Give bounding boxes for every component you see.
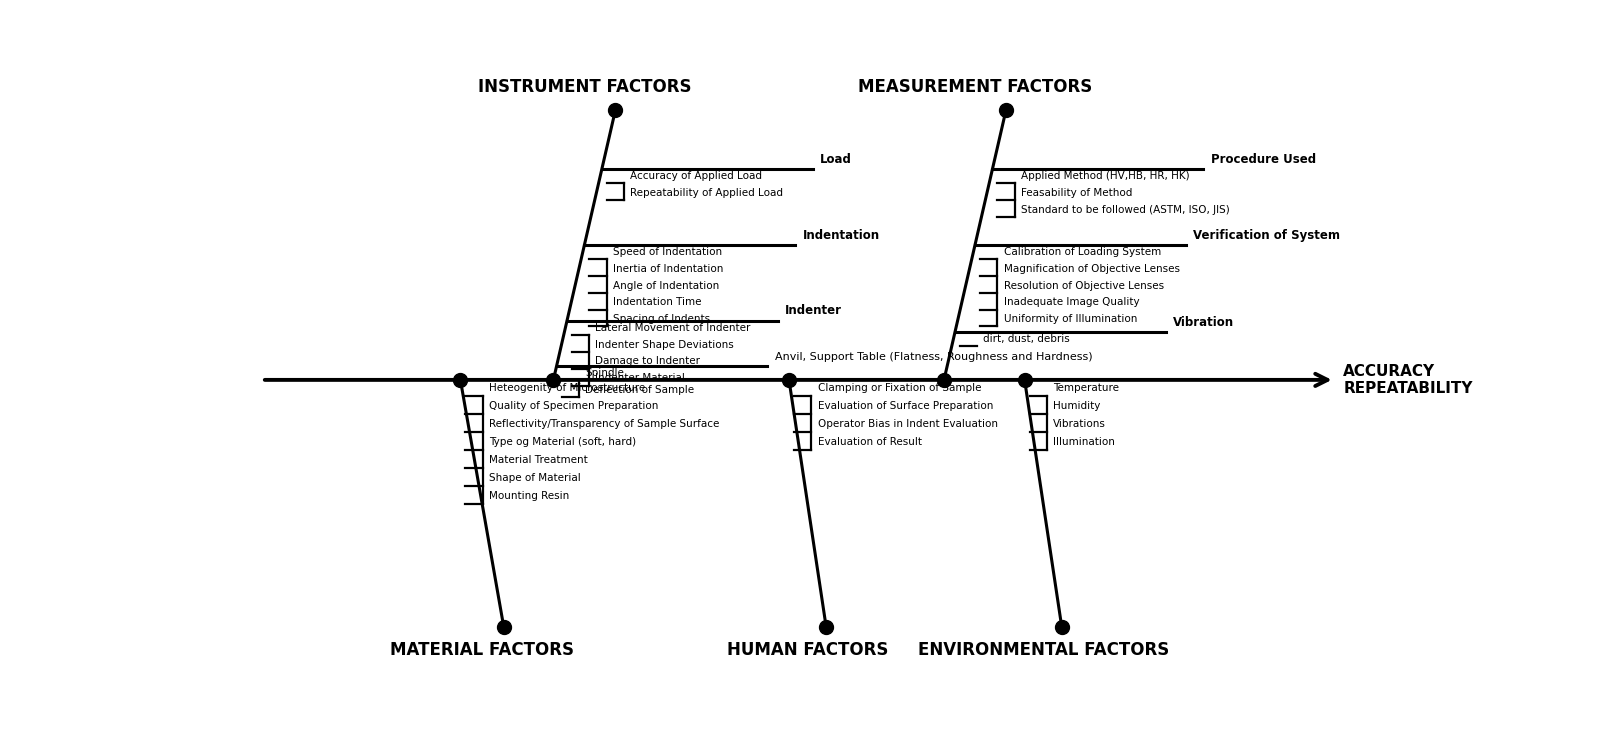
Text: Vibrations: Vibrations	[1053, 419, 1106, 429]
Text: Operator Bias in Indent Evaluation: Operator Bias in Indent Evaluation	[818, 419, 997, 429]
Text: Reflectivity/Transparency of Sample Surface: Reflectivity/Transparency of Sample Surf…	[490, 419, 720, 429]
Text: Mounting Resin: Mounting Resin	[490, 491, 570, 502]
Text: Applied Method (HV,HB, HR, HK): Applied Method (HV,HB, HR, HK)	[1021, 171, 1189, 181]
Text: Indenter Material: Indenter Material	[595, 373, 685, 383]
Text: Spindle: Spindle	[586, 368, 624, 377]
Text: Magnification of Objective Lenses: Magnification of Objective Lenses	[1003, 264, 1179, 274]
Text: Evaluation of Result: Evaluation of Result	[818, 437, 922, 447]
Text: Type og Material (soft, hard): Type og Material (soft, hard)	[490, 437, 637, 447]
Text: Indentation: Indentation	[803, 228, 880, 242]
Text: Illumination: Illumination	[1053, 437, 1115, 447]
Text: Lateral Movement of Indenter: Lateral Movement of Indenter	[595, 323, 750, 333]
Text: Humidity: Humidity	[1053, 402, 1101, 412]
Text: Temperature: Temperature	[1053, 383, 1118, 393]
Text: INSTRUMENT FACTORS: INSTRUMENT FACTORS	[478, 78, 691, 96]
Text: Repeatability of Applied Load: Repeatability of Applied Load	[630, 188, 784, 198]
Text: Feasability of Method: Feasability of Method	[1021, 188, 1133, 198]
Text: Angle of Indentation: Angle of Indentation	[613, 280, 718, 291]
Text: MATERIAL FACTORS: MATERIAL FACTORS	[390, 641, 574, 659]
Text: Heteogenity of Microstructure: Heteogenity of Microstructure	[490, 383, 645, 393]
Text: Accuracy of Applied Load: Accuracy of Applied Load	[630, 171, 762, 181]
Text: Inadequate Image Quality: Inadequate Image Quality	[1003, 297, 1139, 307]
Text: Calibration of Loading System: Calibration of Loading System	[1003, 247, 1160, 257]
Text: Indenter: Indenter	[786, 304, 842, 318]
Text: HUMAN FACTORS: HUMAN FACTORS	[726, 641, 888, 659]
Text: Damage to Indenter: Damage to Indenter	[595, 356, 701, 366]
Text: Spacing of Indents: Spacing of Indents	[613, 314, 710, 324]
Text: Shape of Material: Shape of Material	[490, 473, 581, 483]
Text: Anvil, Support Table (Flatness, Roughness and Hardness): Anvil, Support Table (Flatness, Roughnes…	[774, 353, 1093, 363]
Text: Uniformity of Illumination: Uniformity of Illumination	[1003, 314, 1138, 324]
Text: Indenter Shape Deviations: Indenter Shape Deviations	[595, 339, 734, 350]
Text: Indentation Time: Indentation Time	[613, 297, 701, 307]
Text: Load: Load	[821, 153, 851, 166]
Text: Speed of Indentation: Speed of Indentation	[613, 247, 722, 257]
Text: Evaluation of Surface Preparation: Evaluation of Surface Preparation	[818, 402, 994, 412]
Text: MEASUREMENT FACTORS: MEASUREMENT FACTORS	[858, 78, 1093, 96]
Text: Material Treatment: Material Treatment	[490, 456, 587, 465]
Text: Resolution of Objective Lenses: Resolution of Objective Lenses	[1003, 280, 1163, 291]
Text: Deflection of Sample: Deflection of Sample	[586, 385, 694, 394]
Text: dirt, dust, debris: dirt, dust, debris	[984, 334, 1070, 344]
Text: ACCURACY
REPEATABILITY: ACCURACY REPEATABILITY	[1344, 364, 1472, 396]
Text: ENVIRONMENTAL FACTORS: ENVIRONMENTAL FACTORS	[917, 641, 1170, 659]
Text: Vibration: Vibration	[1173, 316, 1234, 328]
Text: Clamping or Fixation of Sample: Clamping or Fixation of Sample	[818, 383, 981, 393]
Text: Verification of System: Verification of System	[1194, 228, 1341, 242]
Text: Procedure Used: Procedure Used	[1211, 153, 1315, 166]
Text: Quality of Specimen Preparation: Quality of Specimen Preparation	[490, 402, 658, 412]
Text: Standard to be followed (ASTM, ISO, JIS): Standard to be followed (ASTM, ISO, JIS)	[1021, 204, 1230, 215]
Text: Inertia of Indentation: Inertia of Indentation	[613, 264, 723, 274]
